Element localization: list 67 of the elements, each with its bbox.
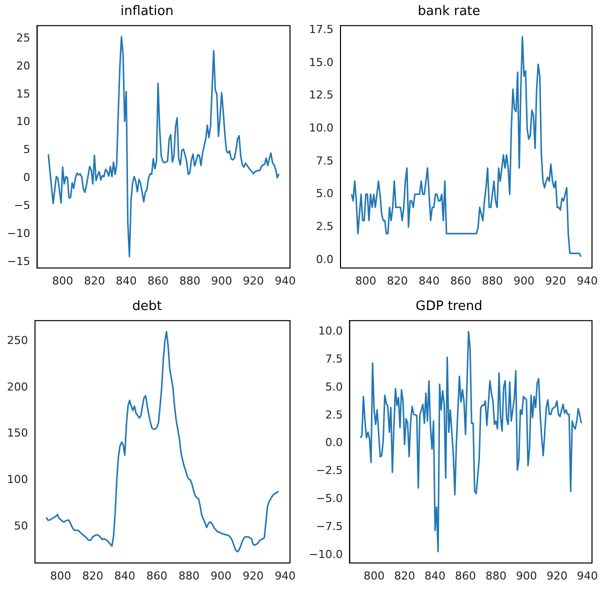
x-tick-label: 940 xyxy=(576,569,598,582)
y-tick-label: −7.5 xyxy=(316,520,343,533)
y-tick-label: 0 xyxy=(23,171,30,184)
x-tick-label: 860 xyxy=(450,274,472,288)
y-tick-label: 100 xyxy=(6,473,28,486)
y-tick-label: 10.0 xyxy=(318,324,343,338)
y-tick-label: −5.0 xyxy=(316,492,343,506)
y-tick-label: 0.0 xyxy=(316,252,334,266)
y-tick-label: 7.5 xyxy=(316,154,334,168)
x-tick-label: 800 xyxy=(52,274,74,288)
x-tick-label: 880 xyxy=(179,274,200,288)
y-tick-label: 10.0 xyxy=(308,122,334,135)
x-tick-label: 900 xyxy=(210,569,232,582)
x-tick-label: 920 xyxy=(545,274,566,288)
y-tick-label: 17.5 xyxy=(308,23,334,36)
x-tick-label: 880 xyxy=(486,569,506,582)
y-tick-label: 150 xyxy=(6,426,28,440)
x-tick-label: 820 xyxy=(386,274,408,288)
y-tick-label: 250 xyxy=(6,334,28,347)
y-tick-label: 15 xyxy=(16,87,30,100)
x-tick-label: 880 xyxy=(178,569,200,582)
x-tick-label: 920 xyxy=(546,569,568,582)
x-tick-label: 840 xyxy=(418,274,440,288)
x-tick-label: 900 xyxy=(516,569,537,582)
x-tick-label: 840 xyxy=(116,274,137,288)
x-tick-label: 880 xyxy=(482,274,503,288)
y-tick-label: 15.0 xyxy=(308,56,334,69)
chart-title: debt xyxy=(132,299,162,314)
y-tick-label: −10.0 xyxy=(308,548,343,561)
x-tick-label: 860 xyxy=(148,274,169,288)
y-tick-label: 10 xyxy=(16,115,30,128)
x-tick-label: 800 xyxy=(355,274,376,288)
x-tick-label: 840 xyxy=(114,569,136,582)
y-tick-label: −2.5 xyxy=(316,464,343,478)
chart-title: bank rate xyxy=(418,4,480,20)
x-tick-label: 920 xyxy=(242,274,264,288)
x-tick-label: 900 xyxy=(513,274,534,288)
x-tick-label: 940 xyxy=(274,274,296,288)
x-tick-label: 800 xyxy=(50,569,72,582)
x-tick-label: 820 xyxy=(82,569,104,582)
x-tick-label: 840 xyxy=(424,569,446,582)
y-tick-label: 5.0 xyxy=(325,380,343,394)
y-tick-label: 200 xyxy=(6,380,28,394)
chart-title: inflation xyxy=(120,4,174,20)
y-tick-label: 25 xyxy=(16,31,30,44)
y-tick-label: 5 xyxy=(23,143,30,156)
x-tick-label: 920 xyxy=(242,569,264,582)
x-tick-label: 820 xyxy=(84,274,105,288)
y-tick-label: 20 xyxy=(16,59,30,72)
y-tick-label: 2.5 xyxy=(325,408,343,422)
x-tick-label: 940 xyxy=(576,274,598,288)
y-tick-label: 12.5 xyxy=(308,88,334,102)
x-tick-label: 860 xyxy=(455,569,476,582)
y-tick-label: −15 xyxy=(6,255,30,268)
chart-title: GDP trend xyxy=(416,299,482,314)
x-tick-label: 940 xyxy=(274,569,296,582)
x-tick-label: 900 xyxy=(211,274,232,288)
y-tick-label: 0.0 xyxy=(325,436,343,450)
x-tick-label: 800 xyxy=(364,569,385,582)
y-tick-label: −5 xyxy=(14,199,30,212)
y-tick-label: 5.0 xyxy=(316,187,334,200)
x-tick-label: 820 xyxy=(394,569,416,582)
x-tick-label: 860 xyxy=(146,569,168,582)
y-tick-label: 2.5 xyxy=(316,220,334,233)
y-tick-label: −10 xyxy=(6,227,30,240)
y-tick-label: 50 xyxy=(14,519,28,532)
y-tick-label: 7.5 xyxy=(325,352,343,366)
